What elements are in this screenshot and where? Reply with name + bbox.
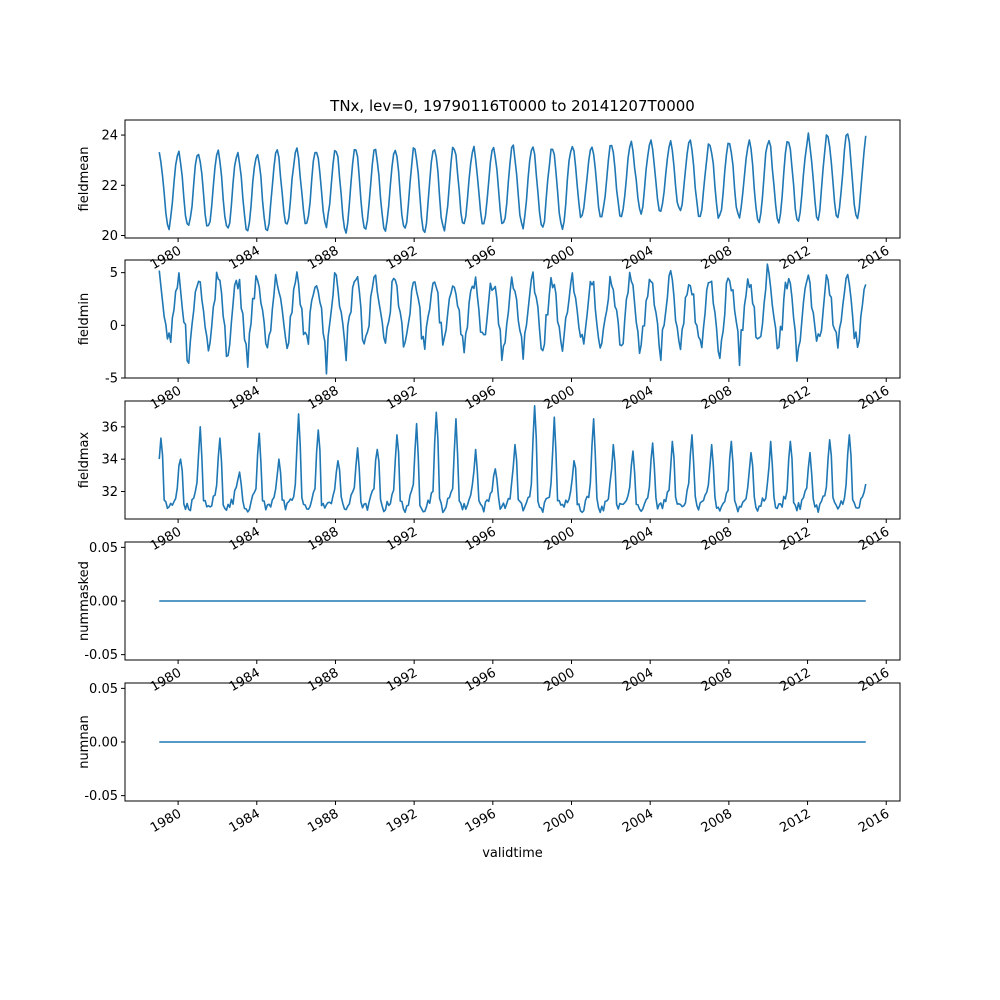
x-tick-label: 1992 [384,243,420,273]
x-tick-label: 1988 [305,806,341,836]
panel-nummasked: -0.05 0.00 0.05 nummasked 1980 1984 1988 1992 19… [77,541,900,695]
x-tick-label: 2004 [620,806,656,836]
y-tick-label: 0.00 [89,736,118,751]
series-line-fieldmax [159,406,865,513]
x-tick-label: 1988 [305,524,341,554]
y-tick-label: 34 [101,453,118,468]
x-tick-label: 2008 [699,806,735,836]
x-tick-label: 1980 [148,243,184,273]
x-tick-label: 2004 [620,665,656,695]
x-tick-label: 2008 [699,524,735,554]
x-tick-label: 2004 [620,243,656,273]
x-tick-label: 1992 [384,524,420,554]
x-tick-label: 1980 [148,806,184,836]
y-tick-label: 0.05 [89,682,118,697]
x-tick-label: 1980 [148,383,184,413]
series-line-fieldmin [159,264,865,374]
x-tick-label: 2000 [541,383,577,413]
x-tick-label: 2016 [856,665,892,695]
series-line-fieldmean [159,133,865,233]
x-tick-label: 2000 [541,243,577,273]
x-tick-label: 2016 [856,243,892,273]
x-tick-label: 2012 [777,665,813,695]
x-tick-label: 2008 [699,243,735,273]
y-tick-label: -5 [105,372,118,387]
x-tick-label: 1996 [463,383,499,413]
x-tick-label: 2000 [541,524,577,554]
y-axis-label: fieldmin [77,293,92,346]
panel-fieldmean: 20 22 24 fieldmean 1980 1984 1988 1992 1996 2000 2… [77,120,900,273]
y-tick-label: 0.05 [89,541,118,556]
y-tick-label: 22 [101,179,118,194]
x-tick-label: 2016 [856,383,892,413]
x-tick-label: 2000 [541,806,577,836]
x-tick-label: 1984 [227,665,263,695]
y-axis-label: nummasked [77,561,92,641]
x-tick-label: 2012 [777,524,813,554]
x-tick-label: 1984 [227,243,263,273]
x-tick-label: 1980 [148,665,184,695]
x-tick-label: 2012 [777,383,813,413]
x-tick-label: 1984 [227,806,263,836]
x-tick-label: 2008 [699,665,735,695]
y-axis-label: fieldmean [77,147,92,212]
y-axis-label: numnan [77,715,92,769]
y-tick-label: 20 [101,229,118,244]
panel-fieldmax: 32 34 36 fieldmax 1980 1984 1988 1992 1996 2000 20… [77,401,900,554]
x-tick-label: 2012 [777,243,813,273]
y-tick-label: -0.05 [84,648,118,663]
x-tick-label: 2008 [699,383,735,413]
y-tick-label: -0.05 [84,789,118,804]
x-tick-label: 1996 [463,665,499,695]
x-tick-label: 2004 [620,524,656,554]
x-tick-label: 1992 [384,383,420,413]
x-tick-label: 1992 [384,806,420,836]
y-tick-label: 5 [110,266,118,281]
y-tick-label: 0.00 [89,595,118,610]
x-axis-label: validtime [482,846,543,861]
x-tick-label: 1996 [463,806,499,836]
x-tick-label: 1984 [227,524,263,554]
y-axis-label: fieldmax [77,432,92,489]
x-tick-label: 1988 [305,243,341,273]
y-tick-label: 36 [101,420,118,435]
x-tick-label: 2004 [620,383,656,413]
y-tick-label: 32 [101,485,118,500]
x-tick-label: 1980 [148,524,184,554]
chart-title: TNx, lev=0, 19790116T0000 to 20141207T00… [329,97,695,115]
panel-numnan: -0.05 0.00 0.05 numnan 1980 1984 1988 1992 1996 2… [77,682,900,836]
x-tick-label: 1996 [463,524,499,554]
x-tick-label: 2016 [856,524,892,554]
y-tick-label: 24 [101,129,118,144]
x-tick-label: 1996 [463,243,499,273]
x-tick-label: 2012 [777,806,813,836]
x-tick-label: 2000 [541,665,577,695]
x-tick-label: 2016 [856,806,892,836]
panel-fieldmin: -5 0 5 fieldmin 1980 1984 1988 1992 1996 2000 2004… [77,260,900,413]
x-tick-label: 1992 [384,665,420,695]
x-tick-label: 1984 [227,383,263,413]
y-tick-label: 0 [110,319,118,334]
x-tick-label: 1988 [305,665,341,695]
x-tick-label: 1988 [305,383,341,413]
